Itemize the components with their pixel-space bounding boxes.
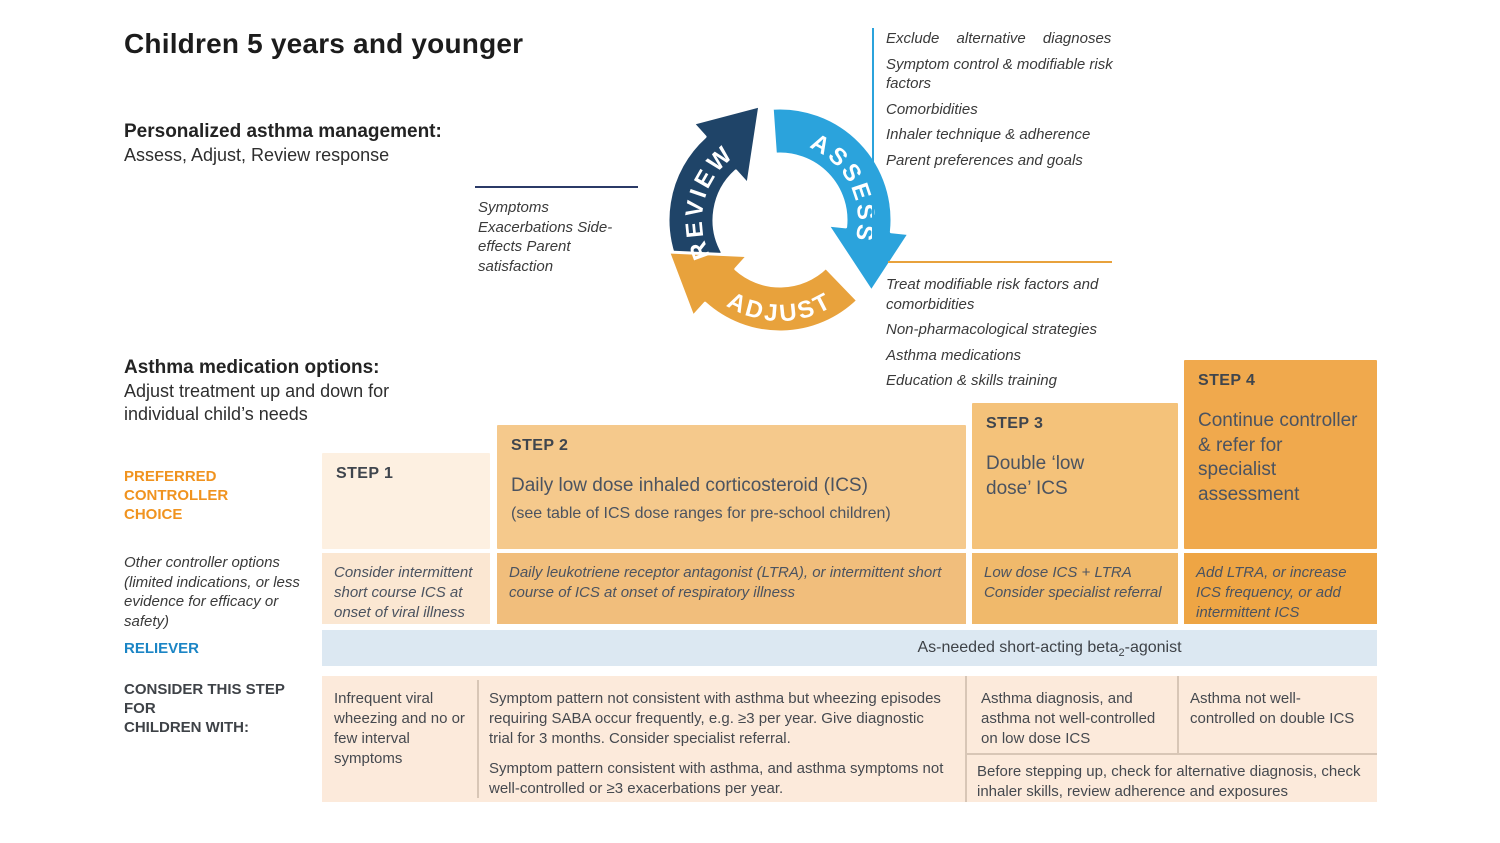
step2-treatment-note: (see table of ICS dose ranges for pre-sc… bbox=[511, 504, 891, 522]
preferred-controller-label: PREFERRED CONTROLLER CHOICE bbox=[124, 468, 229, 523]
personalized-heading: Personalized asthma management: bbox=[124, 121, 442, 142]
consider-step1-cell: Infrequent viral wheezing and no or few … bbox=[334, 690, 465, 767]
consider-divider bbox=[477, 680, 479, 798]
reliever-label: RELIEVER bbox=[124, 640, 200, 657]
assess-arrow bbox=[770, 106, 911, 293]
adjust-note: Education & skills training bbox=[886, 372, 1057, 389]
step1-box: STEP 1 bbox=[322, 453, 490, 549]
review-notes: Symptoms Exacerbations Side- effects Par… bbox=[478, 199, 613, 275]
medication-section: Asthma medication options: Adjust treatm… bbox=[124, 356, 414, 426]
reliever-text-sub: 2 bbox=[1118, 647, 1125, 660]
adjust-note: Asthma medications bbox=[886, 346, 1022, 364]
reliever-text-post: -agonist bbox=[1124, 639, 1182, 656]
adjust-connector-line bbox=[888, 261, 1112, 263]
step4-box: STEP 4 Continue controller & refer for s… bbox=[1184, 360, 1377, 549]
other-option-step3: Low dose ICS + LTRA Consider specialist … bbox=[972, 553, 1178, 624]
step1-label: STEP 1 bbox=[336, 465, 394, 482]
step3-box: STEP 3 Double ‘low dose’ ICS bbox=[972, 403, 1178, 549]
other-option-step2: Daily leukotriene receptor antagonist (L… bbox=[497, 553, 966, 624]
adjust-note: Treat modifiable risk factors and comorb… bbox=[886, 276, 1099, 313]
other-option-step1: Consider intermittent short course ICS a… bbox=[322, 553, 490, 624]
page-title: Children 5 years and younger bbox=[124, 28, 524, 59]
assess-note: Parent preferences and goals bbox=[886, 151, 1083, 169]
consider-step2-cell: Symptom pattern not consistent with asth… bbox=[489, 689, 951, 799]
consider-step4-cell: Asthma not well-controlled on double ICS bbox=[1190, 690, 1355, 727]
consider-divider bbox=[965, 753, 1377, 755]
step4-label: STEP 4 bbox=[1198, 372, 1256, 389]
consider-divider bbox=[1177, 676, 1179, 753]
assess-note: Exclude alternative diagnoses bbox=[886, 30, 1112, 47]
other-controller-label: Other controller options (limited indica… bbox=[124, 554, 300, 630]
review-arrow bbox=[666, 104, 762, 278]
other-option-step4: Add LTRA, or increase ICS frequency, or … bbox=[1184, 553, 1377, 624]
adjust-note: Non-pharmacological strategies bbox=[886, 321, 1097, 338]
reliever-band: As-needed short-acting beta2-agonist bbox=[322, 630, 1377, 666]
consider-step-label-line: CHILDREN WITH: bbox=[124, 718, 249, 736]
consider-step3-cell: Asthma diagnosis, and asthma not well-co… bbox=[981, 690, 1156, 747]
consider-step-label: CONSIDER THIS STEP FOR CHILDREN WITH: bbox=[124, 681, 314, 737]
reliever-text: As-needed short-acting beta2-agonist bbox=[722, 630, 1377, 666]
assess-note: Symptom control & modifiable risk factor… bbox=[886, 55, 1113, 93]
review-connector-line bbox=[475, 186, 638, 188]
assess-connector-line bbox=[872, 28, 874, 240]
medication-sub: Adjust treatment up and down for individ… bbox=[124, 380, 390, 424]
personalized-section: Personalized asthma management: Assess, … bbox=[124, 120, 454, 167]
step2-box: STEP 2 Daily low dose inhaled corticoste… bbox=[497, 425, 966, 549]
assess-note: Inhaler technique & adherence bbox=[886, 126, 1091, 143]
adjust-notes: Treat modifiable risk factors and comorb… bbox=[886, 275, 1131, 397]
step2-label: STEP 2 bbox=[511, 437, 569, 454]
consider-step34-note: Before stepping up, check for alternativ… bbox=[977, 763, 1361, 800]
reliever-text-pre: As-needed short-acting beta bbox=[917, 639, 1119, 656]
step3-treatment: Double ‘low dose’ ICS bbox=[986, 453, 1085, 499]
assess-note: Comorbidities bbox=[886, 100, 978, 118]
step3-label: STEP 3 bbox=[986, 415, 1044, 432]
consider-step2-paragraph: Symptom pattern consistent with asthma, … bbox=[489, 759, 944, 797]
consider-step-label-line: FOR bbox=[124, 699, 156, 717]
consider-divider bbox=[965, 676, 967, 802]
step2-treatment: Daily low dose inhaled corticosteroid (I… bbox=[511, 475, 868, 496]
adjust-arrow bbox=[666, 250, 860, 334]
personalized-sub: Assess, Adjust, Review response bbox=[124, 144, 390, 165]
consider-step2-paragraph: Symptom pattern not consistent with asth… bbox=[489, 690, 941, 747]
consider-band: Infrequent viral wheezing and no or few … bbox=[322, 676, 1377, 802]
step4-treatment: Continue controller & refer for speciali… bbox=[1198, 410, 1358, 506]
assess-notes: Exclude alternative diagnoses Symptom co… bbox=[886, 29, 1118, 176]
medication-heading: Asthma medication options: bbox=[124, 357, 380, 378]
consider-step-label-line: CONSIDER THIS STEP bbox=[124, 681, 285, 698]
